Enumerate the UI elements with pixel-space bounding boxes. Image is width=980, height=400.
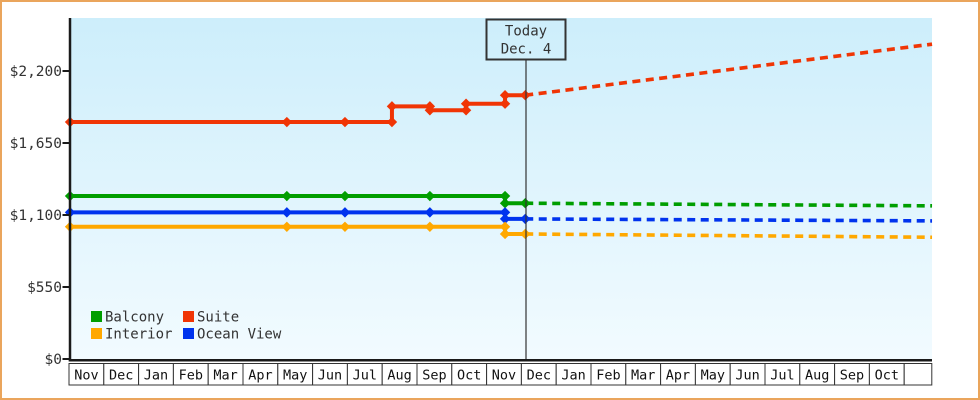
data-point-interior (499, 228, 511, 240)
y-tick-label: $0 (45, 352, 62, 368)
series-projection-interior (525, 232, 933, 240)
legend-swatch-balcony (91, 311, 102, 322)
legend-label-suite: Suite (197, 310, 239, 326)
data-point-suite (520, 90, 531, 101)
y-tick-label: $2,200 (10, 64, 62, 80)
month-label: Dec (109, 368, 133, 384)
data-point-suite (499, 90, 511, 101)
legend-label-balcony: Balcony (105, 310, 164, 326)
series-projection-ocean-view (525, 217, 933, 223)
month-label: Jan (144, 368, 168, 384)
month-label: Nov (74, 368, 98, 384)
month-label: Aug (805, 368, 829, 384)
legend-label-interior: Interior (105, 327, 172, 343)
month-label: Jan (561, 368, 585, 384)
month-label: Apr (248, 368, 272, 384)
y-tick-label: $1,100 (10, 208, 62, 224)
month-label: Mar (631, 368, 655, 384)
month-label: Jul (770, 368, 794, 384)
data-point-suite (460, 105, 472, 116)
data-point-ocean-view (281, 207, 293, 218)
month-label: Aug (387, 368, 411, 384)
month-label: May (283, 368, 307, 384)
data-point-ocean-view (339, 207, 351, 218)
data-point-suite (281, 116, 293, 128)
series-projection-balcony (525, 201, 933, 208)
month-label: Oct (457, 368, 481, 384)
legend-label-ocean-view: Ocean View (197, 327, 282, 343)
today-label: Today (505, 24, 547, 40)
data-point-balcony (281, 190, 293, 202)
data-point-interior (424, 221, 436, 232)
data-point-suite (499, 98, 511, 109)
legend-swatch-ocean-view (183, 328, 194, 339)
month-label: Nov (492, 368, 516, 384)
data-point-balcony (339, 190, 351, 202)
data-point-balcony (520, 198, 531, 209)
month-label: Dec (527, 368, 551, 384)
month-label: Jun (318, 368, 342, 384)
today-date: Dec. 4 (501, 42, 552, 58)
data-point-ocean-view (520, 213, 531, 225)
month-label: Sep (422, 368, 446, 384)
series-projection-suite (525, 42, 933, 98)
legend-swatch-interior (91, 328, 102, 339)
month-label: Sep (840, 368, 864, 384)
month-label: Oct (875, 368, 899, 384)
series-group (64, 42, 933, 240)
data-point-interior (281, 221, 293, 232)
data-point-ocean-view (499, 213, 511, 225)
month-label: Apr (666, 368, 690, 384)
data-point-suite (386, 101, 398, 112)
month-cell-blank (903, 363, 933, 386)
data-point-suite (339, 116, 351, 128)
data-point-balcony (499, 190, 511, 202)
y-axis-ticks: $0 $550 $1,100 $1,650 $2,200 (10, 64, 69, 368)
month-label: Jun (735, 368, 759, 384)
legend-swatch-suite (183, 311, 194, 322)
today-marker: Today Dec. 4 (485, 18, 567, 360)
data-point-balcony (499, 198, 511, 209)
data-point-interior (339, 221, 351, 232)
data-point-interior (520, 228, 531, 240)
data-point-suite (424, 105, 436, 116)
legend: Balcony Suite Interior Ocean View (91, 310, 282, 343)
month-label: Jul (353, 368, 377, 384)
data-point-interior (499, 221, 511, 232)
y-tick-label: $550 (27, 280, 62, 296)
plot-area (70, 18, 932, 360)
data-point-ocean-view (499, 207, 511, 218)
data-point-suite (386, 116, 398, 128)
month-label: Feb (179, 368, 203, 384)
today-box (485, 18, 567, 61)
month-label: May (701, 368, 725, 384)
data-point-balcony (424, 190, 436, 202)
data-point-suite (460, 98, 472, 109)
data-point-ocean-view (424, 207, 436, 218)
month-axis: Nov Dec Jan Feb Mar Apr May Jun Jul Aug Sep Oct Nov D… (68, 363, 933, 386)
month-label: Mar (213, 368, 237, 384)
y-tick-label: $1,650 (10, 136, 62, 152)
month-label: Feb (596, 368, 620, 384)
